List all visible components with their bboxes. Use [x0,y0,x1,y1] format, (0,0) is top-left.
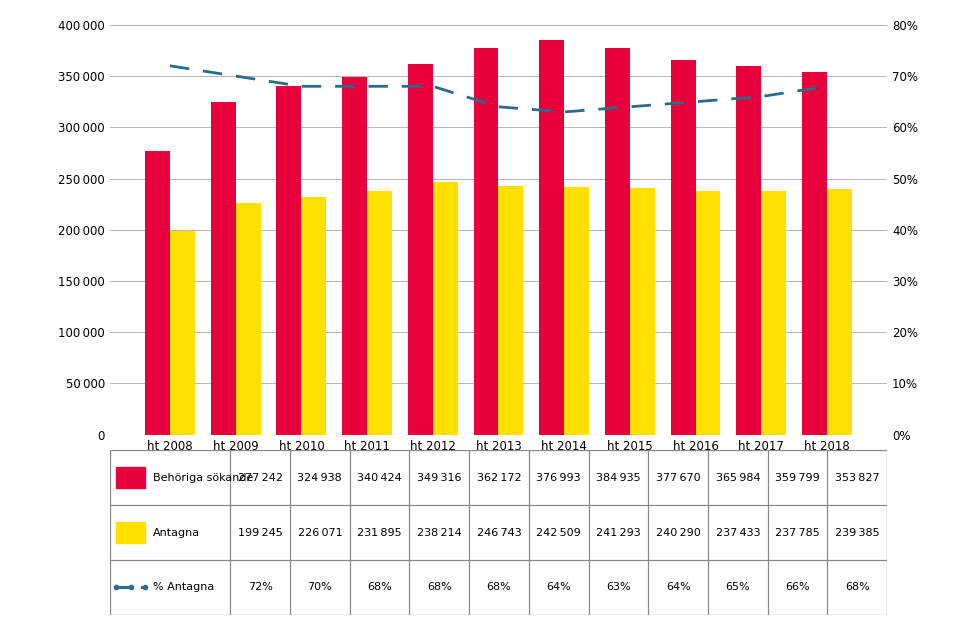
Text: 237 433: 237 433 [715,527,760,538]
Bar [801,72,826,435]
Bar [760,191,785,435]
Text: 70%: 70% [307,582,332,592]
Bar [276,86,301,435]
Text: 353 827: 353 827 [834,473,879,483]
Text: 199 245: 199 245 [237,527,282,538]
Bar [629,189,654,435]
Bar [433,182,457,435]
Text: 238 214: 238 214 [416,527,461,538]
Text: 359 799: 359 799 [775,473,820,483]
Bar [211,102,235,435]
Bar [367,191,392,435]
Text: 240 290: 240 290 [655,527,700,538]
Text: Antagna: Antagna [153,527,200,538]
Bar [145,151,170,435]
Text: 72%: 72% [248,582,273,592]
Text: 66%: 66% [784,582,809,592]
Text: 349 316: 349 316 [416,473,461,483]
Text: % Antagna: % Antagna [153,582,214,592]
Bar [604,48,629,435]
Text: 64%: 64% [665,582,690,592]
Text: 376 993: 376 993 [536,473,580,483]
Bar [695,191,720,435]
Text: 65%: 65% [725,582,749,592]
Bar [407,63,433,435]
Text: 237 785: 237 785 [775,527,820,538]
FancyBboxPatch shape [116,467,145,488]
Text: 246 743: 246 743 [476,527,521,538]
Bar [235,203,260,435]
FancyBboxPatch shape [116,522,145,543]
Text: 68%: 68% [426,582,451,592]
Text: 68%: 68% [486,582,511,592]
Text: 324 938: 324 938 [297,473,342,483]
Text: 231 895: 231 895 [356,527,401,538]
Bar [170,230,194,435]
Text: 377 670: 377 670 [655,473,700,483]
Text: 64%: 64% [546,582,571,592]
Text: 340 424: 340 424 [356,473,401,483]
Bar [538,40,563,435]
Bar [473,48,497,435]
Bar [342,77,367,435]
Text: 68%: 68% [367,582,392,592]
Text: Behöriga sökande: Behöriga sökande [153,473,253,483]
Text: 68%: 68% [844,582,869,592]
Text: 277 242: 277 242 [237,473,282,483]
Text: 365 984: 365 984 [715,473,760,483]
Text: 63%: 63% [605,582,630,592]
Text: 239 385: 239 385 [834,527,879,538]
Text: 226 071: 226 071 [297,527,342,538]
Text: 242 509: 242 509 [536,527,580,538]
Text: 362 172: 362 172 [476,473,520,483]
Bar [301,197,326,435]
Text: 241 293: 241 293 [596,527,640,538]
Bar [563,188,589,435]
Bar [736,66,760,435]
Bar [826,189,851,435]
Text: 384 935: 384 935 [596,473,640,483]
Bar [497,186,523,435]
Bar [670,60,695,435]
